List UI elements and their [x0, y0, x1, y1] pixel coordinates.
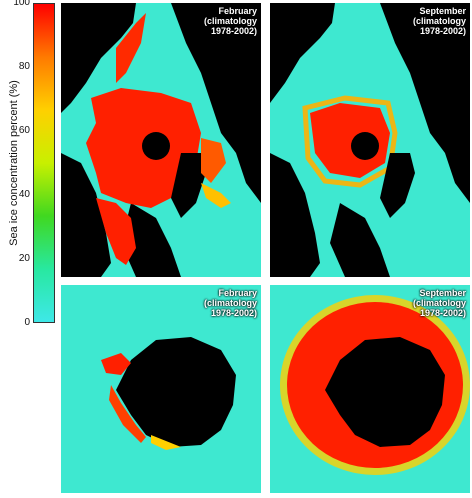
panel-label: February (climatology 1978-2002): [203, 288, 257, 318]
map-panel-arctic-february: February (climatology 1978-2002): [61, 3, 261, 277]
map-panel-antarctic-february: February (climatology 1978-2002): [61, 285, 261, 493]
panel-label: September (climatology 1978-2002): [412, 6, 466, 36]
map-panel-arctic-september: September (climatology 1978-2002): [270, 3, 470, 277]
colorbar-legend: 100 80 60 40 20 0 Sea ice concentration …: [0, 0, 60, 330]
panel-label: February (climatology 1978-2002): [203, 6, 257, 36]
colorbar-tick-label: 0: [24, 317, 30, 328]
colorbar-tick-label: 100: [13, 0, 30, 8]
panel-label: September (climatology 1978-2002): [412, 288, 466, 318]
colorbar-tick-label: 60: [18, 125, 30, 136]
colorbar-tick-label: 20: [18, 253, 30, 264]
colorbar-tick-label: 40: [18, 189, 30, 200]
colorbar-axis-label: Sea ice concentration percent (%): [8, 80, 20, 246]
colorbar-tick-label: 80: [18, 61, 30, 72]
colorbar-gradient: [33, 3, 55, 323]
map-panel-antarctic-september: September (climatology 1978-2002): [270, 285, 470, 493]
